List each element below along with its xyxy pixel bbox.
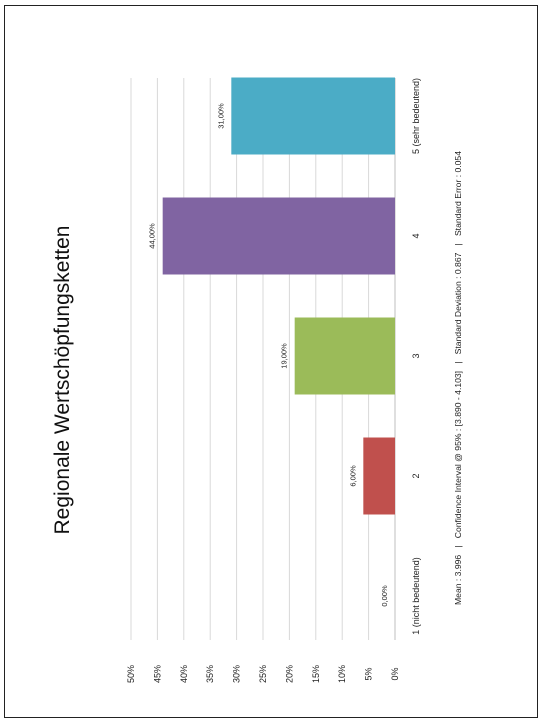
category-label: 4	[411, 233, 421, 238]
data-label: 0,00%	[380, 585, 389, 607]
bar-layer	[162, 77, 395, 515]
y-tick-label: 35%	[205, 665, 215, 683]
statistics-summary: Mean : 3.996 | Confidence Interval @ 95%…	[453, 151, 463, 605]
bar-5	[231, 77, 395, 155]
data-label: 31,00%	[216, 103, 225, 129]
y-tick-label: 45%	[152, 665, 162, 683]
bar-3	[294, 317, 395, 395]
y-tick-label: 25%	[258, 665, 268, 683]
y-tick-label: 20%	[284, 665, 294, 683]
y-tick-label: 5%	[364, 667, 374, 680]
chart-title: Regionale Wertschöpfungsketten	[51, 226, 74, 535]
bar-2	[363, 437, 395, 515]
y-tick-label: 40%	[179, 665, 189, 683]
y-tick-label: 10%	[337, 665, 347, 683]
y-tick-label: 15%	[311, 665, 321, 683]
category-label: 5 (sehr bedeutend)	[411, 78, 421, 154]
y-tick-label: 50%	[126, 665, 136, 683]
y-tick-label: 0%	[390, 667, 400, 680]
label-layer: 0% 5% 10% 15% 20% 25% 30% 35% 40% 45% 50% 0,00% 1 (n…	[126, 78, 421, 683]
grid-layer	[130, 78, 396, 640]
data-label: 6,00%	[348, 465, 357, 487]
category-label: 3	[411, 353, 421, 358]
data-label: 44,00%	[148, 223, 157, 249]
data-label: 19,00%	[280, 343, 289, 369]
category-label: 1 (nicht bedeutend)	[411, 557, 421, 635]
category-label: 2	[411, 473, 421, 478]
bar-4	[162, 197, 395, 275]
y-tick-label: 30%	[232, 665, 242, 683]
